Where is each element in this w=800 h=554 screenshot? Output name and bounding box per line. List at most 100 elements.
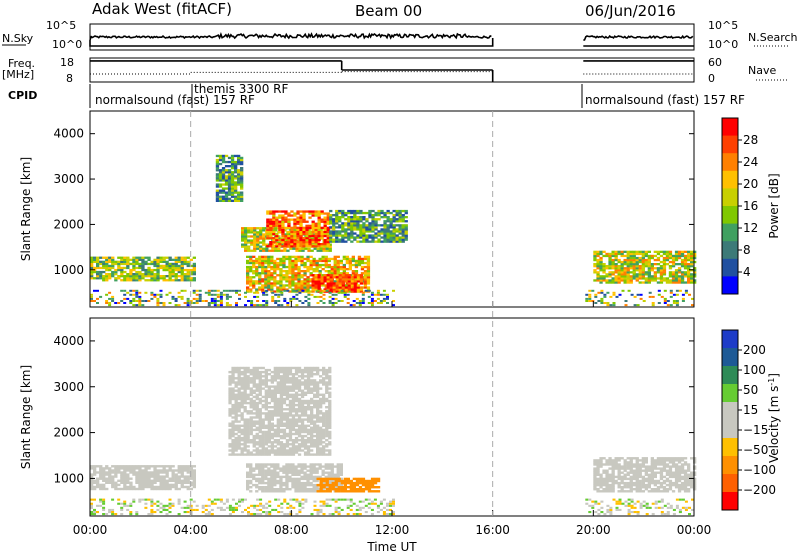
heatmap-cell bbox=[359, 232, 363, 235]
heatmap-cell bbox=[306, 288, 310, 291]
heatmap-cell bbox=[593, 481, 597, 485]
heatmap-cell bbox=[231, 424, 235, 427]
y-tick-label: 1000 bbox=[53, 263, 84, 277]
heatmap-cell bbox=[639, 293, 643, 296]
heatmap-cell bbox=[611, 483, 615, 487]
heatmap-cell bbox=[186, 297, 190, 300]
heatmap-cell bbox=[602, 277, 606, 280]
heatmap-cell bbox=[398, 238, 402, 241]
heatmap-cell bbox=[684, 289, 688, 292]
heatmap-cell bbox=[93, 485, 97, 489]
heatmap-cell bbox=[651, 304, 655, 307]
heatmap-cell bbox=[258, 473, 262, 476]
heatmap-cell bbox=[246, 441, 250, 444]
heatmap-cell bbox=[258, 426, 262, 429]
heatmap-cell bbox=[123, 277, 127, 280]
heatmap-cell bbox=[183, 465, 187, 468]
heatmap-cell bbox=[361, 300, 365, 302]
heatmap-cell bbox=[156, 471, 160, 474]
heatmap-cell bbox=[192, 483, 196, 487]
heatmap-cell bbox=[361, 291, 365, 294]
heatmap-cell bbox=[371, 228, 375, 231]
heatmap-cell bbox=[267, 379, 271, 382]
heatmap-cell bbox=[102, 275, 106, 278]
heatmap-cell bbox=[389, 230, 393, 233]
heatmap-cell bbox=[237, 401, 241, 405]
heatmap-cell bbox=[285, 393, 290, 396]
heatmap-cell bbox=[256, 291, 260, 294]
heatmap-cell bbox=[333, 263, 337, 267]
heatmap-cell bbox=[273, 445, 277, 448]
heatmap-cell bbox=[171, 297, 175, 300]
heatmap-cell bbox=[605, 273, 609, 276]
heatmap-cell bbox=[96, 275, 100, 278]
heatmap-cell bbox=[247, 249, 251, 252]
heatmap-cell bbox=[306, 430, 311, 434]
heatmap-cell bbox=[332, 224, 336, 227]
heatmap-cell bbox=[99, 471, 103, 474]
heatmap-cell bbox=[644, 254, 648, 258]
heatmap-cell bbox=[138, 471, 142, 474]
heatmap-cell bbox=[644, 281, 648, 284]
heatmap-cell bbox=[300, 436, 305, 440]
heatmap-cell bbox=[328, 441, 332, 444]
heatmap-cell bbox=[270, 288, 274, 291]
heatmap-cell bbox=[261, 469, 265, 472]
heatmap-cell bbox=[270, 490, 274, 493]
heatmap-cell bbox=[279, 406, 284, 409]
heatmap-cell bbox=[392, 224, 396, 227]
heatmap-cell bbox=[669, 289, 673, 292]
heatmap-cell bbox=[332, 284, 336, 287]
heatmap-cell bbox=[171, 475, 175, 478]
heatmap-cell bbox=[674, 256, 679, 260]
heatmap-cell bbox=[171, 258, 175, 261]
heatmap-cell bbox=[623, 267, 627, 270]
heatmap-cell bbox=[306, 375, 311, 378]
heatmap-cell bbox=[289, 247, 293, 250]
heatmap-cell bbox=[240, 451, 244, 454]
heatmap-cell bbox=[249, 377, 253, 380]
heatmap-cell bbox=[224, 160, 229, 164]
heatmap-cell bbox=[321, 488, 325, 491]
heatmap-cell bbox=[258, 373, 262, 376]
heatmap-cell bbox=[359, 236, 363, 239]
heatmap-cell bbox=[273, 408, 277, 411]
heatmap-cell bbox=[270, 385, 274, 388]
cpid-segment-1: normalsound (fast) 157 RF bbox=[95, 93, 255, 107]
heatmap-cell bbox=[662, 258, 667, 262]
heatmap-cell bbox=[273, 263, 277, 267]
heatmap-cell bbox=[382, 300, 386, 302]
heatmap-cell bbox=[261, 490, 265, 493]
heatmap-cell bbox=[302, 226, 306, 229]
heatmap-cell bbox=[659, 277, 664, 280]
heatmap-cell bbox=[659, 275, 664, 278]
heatmap-cell bbox=[156, 485, 160, 489]
heatmap-cell bbox=[105, 268, 109, 272]
heatmap-cell bbox=[323, 228, 327, 231]
heatmap-cell bbox=[284, 236, 288, 240]
heatmap-cell bbox=[258, 436, 262, 440]
heatmap-cell bbox=[593, 486, 597, 489]
heatmap-cell bbox=[288, 370, 293, 374]
heatmap-cell bbox=[374, 234, 378, 237]
heatmap-cell bbox=[356, 216, 360, 219]
heatmap-cell bbox=[255, 282, 259, 285]
heatmap-cell bbox=[264, 408, 268, 411]
heatmap-cell bbox=[373, 490, 378, 493]
heatmap-cell bbox=[135, 260, 139, 263]
heatmap-cell bbox=[186, 262, 190, 266]
heatmap-cell bbox=[364, 289, 368, 292]
heatmap-cell bbox=[108, 256, 112, 259]
heatmap-cell bbox=[231, 395, 235, 399]
heatmap-cell bbox=[96, 273, 100, 276]
heatmap-cell bbox=[282, 288, 286, 291]
heatmap-cell bbox=[327, 272, 331, 275]
heatmap-cell bbox=[303, 257, 307, 261]
heatmap-cell bbox=[602, 275, 606, 278]
heatmap-cell bbox=[153, 479, 157, 482]
heatmap-cell bbox=[650, 265, 654, 268]
heatmap-cell bbox=[297, 471, 301, 474]
heatmap-cell bbox=[246, 278, 250, 281]
heatmap-cell bbox=[135, 291, 139, 294]
heatmap-cell bbox=[276, 261, 280, 265]
